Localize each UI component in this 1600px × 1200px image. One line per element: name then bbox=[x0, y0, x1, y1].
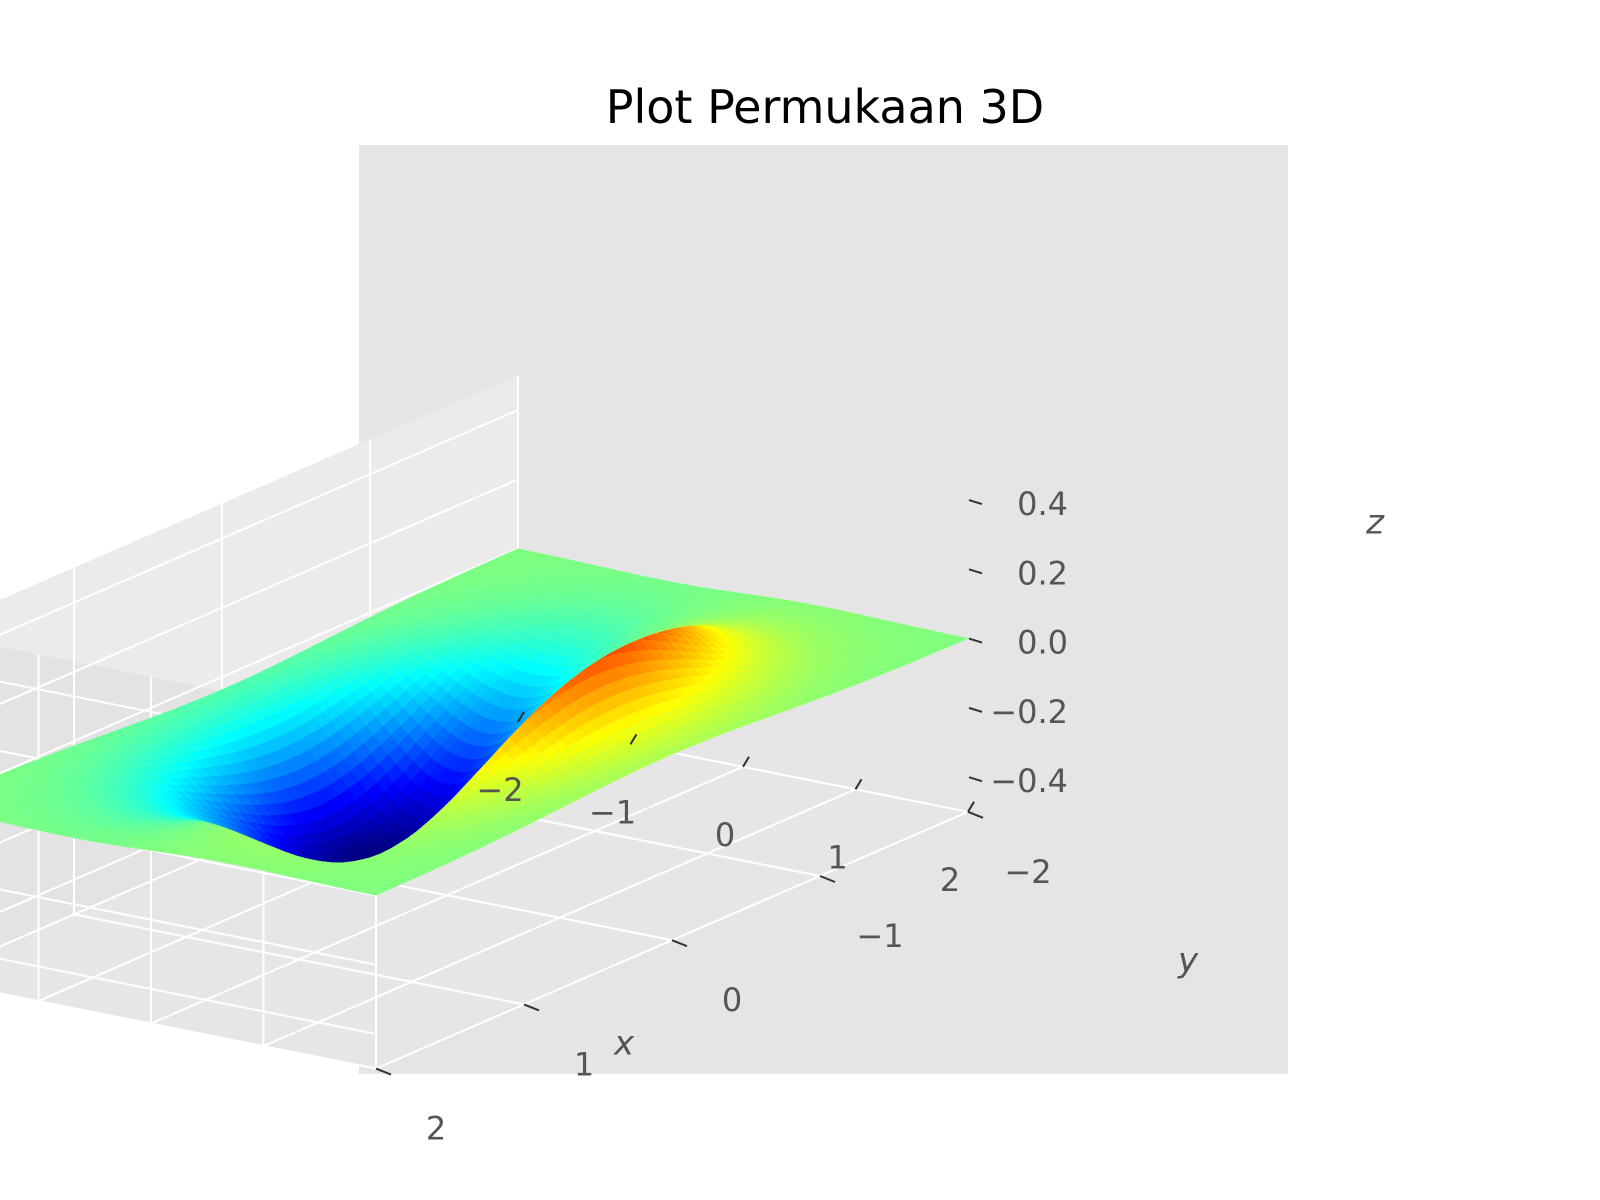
x-tick bbox=[854, 778, 863, 790]
y-tick-label: 2 bbox=[426, 1110, 446, 1148]
y-tick bbox=[523, 1003, 540, 1012]
z-tick-label: 0.2 bbox=[1017, 554, 1068, 592]
z-tick bbox=[968, 499, 983, 505]
grid-line-floor-y bbox=[0, 992, 377, 1070]
y-axis-label: y bbox=[1177, 941, 1199, 981]
z-tick bbox=[968, 706, 983, 713]
z-tick-label: −0.2 bbox=[990, 693, 1068, 731]
x-tick-label: 0 bbox=[715, 816, 735, 854]
grid-line-back-z bbox=[0, 888, 377, 966]
y-tick bbox=[375, 1067, 392, 1076]
z-tick bbox=[968, 568, 983, 575]
grid-line-back-z bbox=[0, 957, 377, 1035]
chart-title: Plot Permukaan 3D bbox=[605, 80, 1045, 134]
y-tick bbox=[671, 939, 688, 948]
surface-patch bbox=[507, 548, 527, 556]
y-tick-label: −2 bbox=[1004, 853, 1051, 891]
y-tick-label: −1 bbox=[856, 917, 903, 955]
z-axis-label: z bbox=[1365, 503, 1385, 543]
z-tick bbox=[968, 637, 983, 644]
x-tick bbox=[967, 801, 975, 813]
x-tick bbox=[742, 756, 750, 768]
grid-line-left-z bbox=[0, 547, 519, 775]
tick-marks bbox=[375, 499, 984, 1076]
x-tick-label: 2 bbox=[940, 861, 960, 899]
x-tick-label: −1 bbox=[589, 793, 636, 831]
z-tick bbox=[968, 776, 983, 783]
grid-line-floor-y bbox=[73, 913, 525, 1006]
grid-line-left-z bbox=[0, 478, 519, 706]
x-tick-label: 1 bbox=[827, 838, 847, 876]
tick-labels: −2 −1 0 1 2 −2 −1 0 1 2 −0.4 −0.2 0.0 0.2 0.4 bbox=[426, 485, 1068, 1148]
x-tick bbox=[629, 733, 638, 745]
surface bbox=[0, 548, 969, 896]
grid-line-left-z bbox=[0, 409, 519, 636]
x-axis-label: x bbox=[613, 1024, 635, 1064]
z-tick-label: 0.0 bbox=[1017, 624, 1068, 662]
y-tick-label: 1 bbox=[574, 1045, 594, 1083]
axis-labels: x y z bbox=[613, 503, 1385, 1064]
z-tick-label: −0.4 bbox=[990, 762, 1068, 800]
y-tick bbox=[967, 810, 984, 819]
x-tick bbox=[517, 711, 525, 723]
y-tick bbox=[819, 875, 836, 883]
x-tick-label: −2 bbox=[476, 771, 523, 809]
y-tick-label: 0 bbox=[722, 981, 742, 1019]
z-tick-label: 0.4 bbox=[1017, 485, 1068, 523]
